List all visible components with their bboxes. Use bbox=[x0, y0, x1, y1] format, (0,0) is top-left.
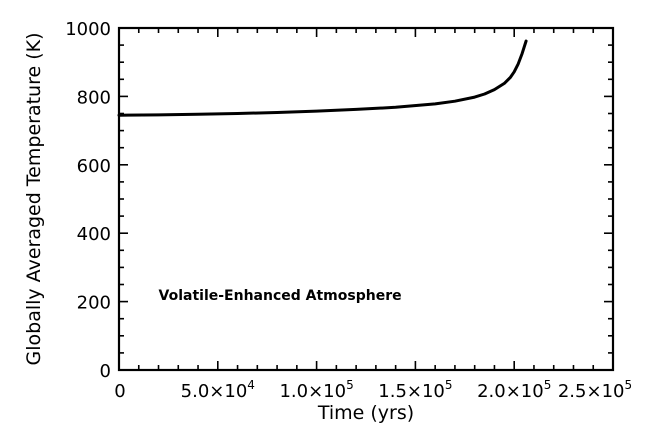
x-tick-label: 1.5×105 bbox=[378, 378, 452, 402]
series-line-0 bbox=[117, 39, 528, 117]
plot-area bbox=[117, 26, 615, 372]
x-tick-label: 5.0×104 bbox=[181, 378, 255, 402]
y-axis-label: Globally Averaged Temperature (K) bbox=[23, 33, 45, 366]
y-tick-labels: 0 200 400 600 800 1000 bbox=[65, 19, 111, 382]
y-tick-label: 200 bbox=[77, 293, 111, 314]
x-tick-label: 2.0×105 bbox=[477, 378, 551, 402]
annotation-label: Volatile-Enhanced Atmosphere bbox=[159, 288, 402, 304]
x-tick-label: 2.5×105 bbox=[558, 378, 632, 402]
y-tick-label: 1000 bbox=[65, 19, 111, 40]
x-tick-label: 1.0×105 bbox=[279, 378, 353, 402]
y-tick-label: 600 bbox=[77, 156, 111, 177]
plot-frame bbox=[117, 26, 615, 372]
x-tick-label: 0 bbox=[114, 381, 125, 402]
series-layer bbox=[117, 39, 528, 117]
x-tick-labels: 0 5.0×104 1.0×105 1.5×105 2.0×105 2.5×105 bbox=[114, 378, 632, 402]
axis-ticks bbox=[118, 27, 614, 371]
y-tick-label: 0 bbox=[100, 361, 111, 382]
x-axis-label: Time (yrs) bbox=[317, 402, 414, 424]
y-tick-label: 400 bbox=[77, 224, 111, 245]
y-tick-label: 800 bbox=[77, 87, 111, 108]
